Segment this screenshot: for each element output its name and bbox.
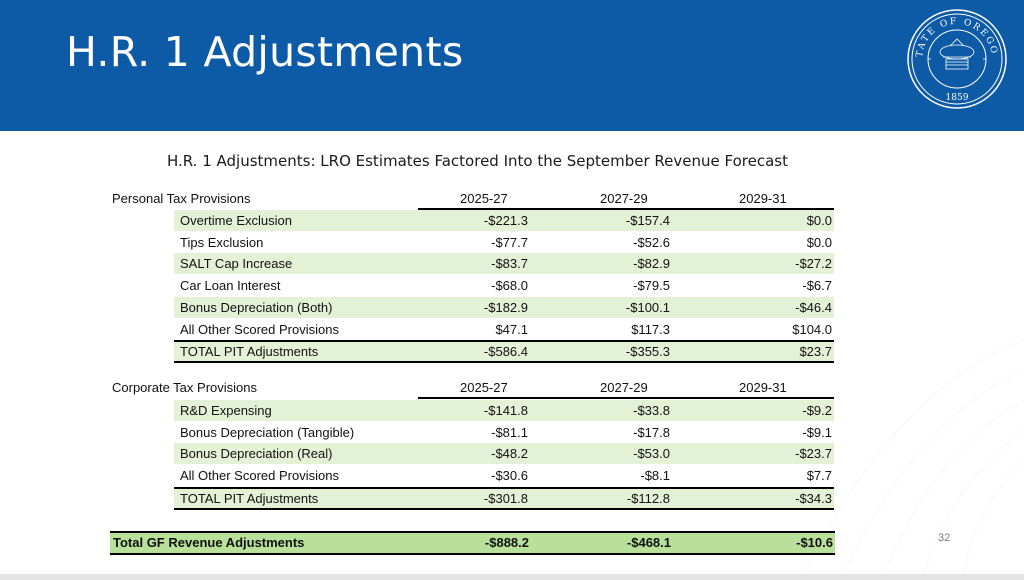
svg-text:1859: 1859: [946, 93, 969, 103]
row-label: Bonus Depreciation (Both): [180, 299, 333, 315]
row-value: -$81.1: [491, 424, 528, 440]
oregon-state-seal-logo: STATE OF OREGON 1859: [906, 8, 1007, 109]
page-number: 32: [938, 532, 951, 544]
year-header: 2025-27: [460, 191, 508, 206]
row-value: -$48.2: [491, 446, 528, 462]
row-value: $104.0: [792, 321, 832, 337]
row-value: -$82.9: [633, 256, 670, 272]
year-header: 2027-29: [600, 380, 648, 395]
row-label: Car Loan Interest: [180, 278, 281, 294]
row-value: -$8.1: [640, 468, 670, 484]
grand-total-label: Total GF Revenue Adjustments: [113, 535, 305, 550]
row-value: $117.3: [631, 321, 670, 337]
header-rule: [418, 208, 834, 210]
row-value: -$68.0: [491, 278, 528, 294]
row-value: -$52.6: [633, 234, 670, 250]
total-value: -$301.8: [483, 490, 528, 506]
title-banner: [0, 0, 1024, 131]
table-row: Bonus Depreciation (Real) -$48.2 -$53.0 -$2…: [174, 443, 834, 465]
row-label: All Other Scored Provisions: [180, 468, 339, 484]
total-row: TOTAL PIT Adjustments -$301.8 -$112.8 -$34.…: [174, 486, 834, 510]
row-value: -$182.9: [483, 299, 528, 315]
table-row: Car Loan Interest -$68.0 -$79.5 -$6.7: [174, 275, 834, 296]
total-row: TOTAL PIT Adjustments -$586.4 -$355.3 $23.7: [174, 340, 834, 364]
row-value: $0.0: [806, 213, 832, 228]
total-value: -$112.8: [626, 490, 670, 506]
row-value: -$157.4: [625, 213, 670, 228]
row-value: -$141.8: [483, 403, 528, 418]
row-value: -$77.7: [491, 234, 528, 250]
total-value: -$34.3: [795, 490, 832, 506]
table-row: Tips Exclusion -$77.7 -$52.6 $0.0: [174, 232, 834, 253]
row-value: -$9.2: [802, 403, 832, 418]
row-value: -$221.3: [483, 213, 528, 228]
grand-total-value: -$888.2: [484, 535, 529, 550]
grand-total-value: -$10.6: [796, 535, 833, 550]
total-value: -$586.4: [483, 344, 528, 360]
row-value: -$30.6: [491, 468, 528, 484]
row-label: R&D Expensing: [180, 403, 272, 418]
year-header: 2027-29: [600, 191, 648, 206]
table-row: All Other Scored Provisions -$30.6 -$8.1 $7…: [174, 465, 834, 486]
table-row: Bonus Depreciation (Tangible) -$81.1 -$17.…: [174, 422, 834, 443]
header-rule: [418, 397, 834, 399]
table-row: Bonus Depreciation (Both) -$182.9 -$100.1 -…: [174, 296, 834, 318]
year-header: 2029-31: [739, 191, 787, 206]
total-label: TOTAL PIT Adjustments: [180, 490, 319, 506]
row-label: Tips Exclusion: [180, 234, 264, 250]
footer-bar: [0, 574, 1024, 580]
row-value: -$83.7: [491, 256, 528, 272]
slide-title: H.R. 1 Adjustments: [66, 28, 464, 76]
row-label: Bonus Depreciation (Tangible): [180, 424, 355, 440]
row-value: $0.0: [806, 234, 832, 250]
row-value: -$23.7: [795, 446, 832, 462]
corporate-section-header: Corporate Tax Provisions 2025-27 2027-29…: [112, 377, 837, 398]
row-value: -$6.7: [802, 278, 832, 294]
row-value: -$53.0: [633, 446, 670, 462]
table-row: SALT Cap Increase -$83.7 -$82.9 -$27.2: [174, 253, 834, 275]
row-value: -$33.8: [633, 403, 670, 418]
row-value: -$46.4: [795, 299, 832, 315]
personal-heading: Personal Tax Provisions: [112, 191, 251, 206]
table-row: Overtime Exclusion -$221.3 -$157.4 $0.0: [174, 210, 834, 231]
total-value: -$355.3: [625, 344, 670, 360]
background-decoration: [803, 339, 1024, 574]
table-row: R&D Expensing -$141.8 -$33.8 -$9.2: [174, 400, 834, 421]
total-value: $23.7: [799, 344, 832, 360]
grand-total-row: Total GF Revenue Adjustments -$888.2 -$4…: [110, 531, 835, 555]
row-label: All Other Scored Provisions: [180, 321, 339, 337]
row-label: Overtime Exclusion: [180, 213, 292, 228]
row-value: -$100.1: [625, 299, 670, 315]
row-value: -$9.1: [802, 424, 832, 440]
row-label: Bonus Depreciation (Real): [180, 446, 333, 462]
year-header: 2025-27: [460, 380, 508, 395]
personal-section-header: Personal Tax Provisions 2025-27 2027-29 …: [112, 188, 837, 209]
corporate-heading: Corporate Tax Provisions: [112, 380, 257, 395]
row-value: -$17.8: [633, 424, 670, 440]
total-label: TOTAL PIT Adjustments: [180, 344, 319, 360]
row-label: SALT Cap Increase: [180, 256, 293, 272]
row-value: -$79.5: [633, 278, 670, 294]
row-value: $47.1: [495, 321, 528, 337]
row-value: $7.7: [806, 468, 832, 484]
table-title: H.R. 1 Adjustments: LRO Estimates Factor…: [167, 152, 788, 170]
table-row: All Other Scored Provisions $47.1 $117.3 $1…: [174, 319, 834, 340]
row-value: -$27.2: [795, 256, 832, 272]
year-header: 2029-31: [739, 380, 787, 395]
grand-total-value: -$468.1: [626, 535, 671, 550]
